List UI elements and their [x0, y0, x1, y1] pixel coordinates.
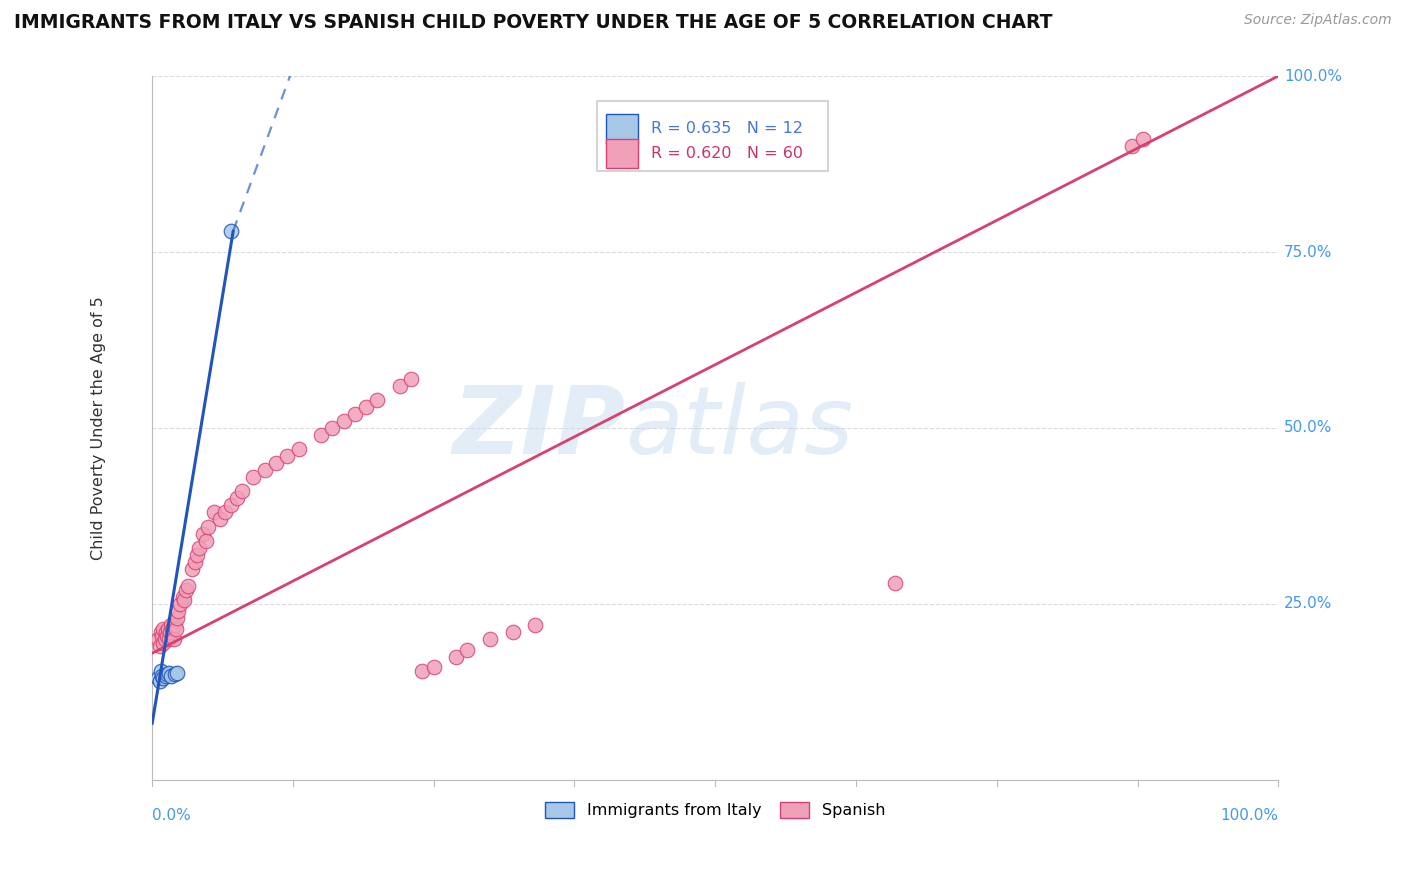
Point [219, 499, 242, 513]
Point [162, 622, 184, 636]
Point [150, 669, 173, 683]
Point [167, 604, 190, 618]
Point [456, 642, 478, 657]
Point [150, 629, 173, 643]
Point [287, 442, 309, 456]
Point [152, 622, 174, 636]
Text: 100.0%: 100.0% [1220, 808, 1278, 823]
Point [343, 407, 366, 421]
Point [242, 470, 264, 484]
Text: Child Poverty Under the Age of 5: Child Poverty Under the Age of 5 [90, 296, 105, 560]
Point [162, 632, 184, 647]
Point [159, 625, 181, 640]
Point [150, 625, 173, 640]
Point [146, 632, 169, 647]
Point [202, 506, 225, 520]
Point [156, 629, 179, 643]
Point [166, 611, 188, 625]
Text: 100.0%: 100.0% [1284, 69, 1341, 84]
Point [166, 665, 188, 680]
Point [197, 519, 219, 533]
Point [172, 590, 194, 604]
Point [332, 414, 354, 428]
Point [208, 512, 231, 526]
Point [195, 533, 218, 548]
Point [157, 665, 180, 680]
Point [155, 625, 177, 640]
FancyBboxPatch shape [606, 114, 637, 144]
Point [149, 639, 172, 653]
Point [231, 484, 253, 499]
FancyBboxPatch shape [598, 101, 828, 171]
FancyBboxPatch shape [606, 138, 637, 169]
Text: 75.0%: 75.0% [1284, 244, 1333, 260]
Point [388, 378, 411, 392]
Point [309, 428, 332, 442]
Point [173, 593, 195, 607]
Point [156, 667, 179, 681]
Point [422, 660, 444, 674]
Point [184, 555, 207, 569]
Point [163, 667, 186, 681]
Text: atlas: atlas [626, 383, 853, 474]
Point [225, 491, 247, 506]
Point [253, 463, 276, 477]
Text: 50.0%: 50.0% [1284, 420, 1333, 435]
Point [152, 671, 174, 685]
Point [502, 625, 524, 640]
Point [156, 622, 179, 636]
Point [152, 636, 174, 650]
Point [180, 562, 202, 576]
Point [150, 664, 173, 678]
Point [321, 421, 343, 435]
Text: IMMIGRANTS FROM ITALY VS SPANISH CHILD POVERTY UNDER THE AGE OF 5 CORRELATION CH: IMMIGRANTS FROM ITALY VS SPANISH CHILD P… [14, 13, 1053, 32]
Point [884, 575, 907, 590]
Point [479, 632, 502, 647]
Point [366, 392, 388, 407]
Point [163, 618, 186, 632]
Point [157, 632, 180, 647]
Point [188, 541, 211, 555]
Point [276, 449, 298, 463]
Text: R = 0.620   N = 60: R = 0.620 N = 60 [651, 146, 803, 161]
Point [165, 622, 187, 636]
Text: 25.0%: 25.0% [1284, 597, 1333, 612]
Point [169, 597, 191, 611]
Point [411, 664, 433, 678]
Point [214, 506, 236, 520]
Point [354, 400, 377, 414]
Point [186, 548, 208, 562]
Point [174, 582, 197, 597]
Point [1121, 139, 1143, 153]
Text: Source: ZipAtlas.com: Source: ZipAtlas.com [1244, 13, 1392, 28]
Point [153, 632, 176, 647]
Legend: Immigrants from Italy, Spanish: Immigrants from Italy, Spanish [538, 796, 891, 825]
Point [160, 669, 183, 683]
Point [155, 669, 177, 683]
Point [149, 674, 172, 689]
Text: R = 0.635   N = 12: R = 0.635 N = 12 [651, 121, 803, 136]
Point [264, 456, 287, 470]
Point [177, 579, 200, 593]
Point [146, 671, 169, 685]
Point [524, 618, 547, 632]
Text: ZIP: ZIP [453, 382, 626, 474]
Text: 0.0%: 0.0% [152, 808, 191, 823]
Point [444, 649, 467, 664]
Point [191, 526, 214, 541]
Point [160, 618, 183, 632]
Point [1132, 132, 1154, 146]
Point [219, 224, 242, 238]
Point [399, 372, 422, 386]
